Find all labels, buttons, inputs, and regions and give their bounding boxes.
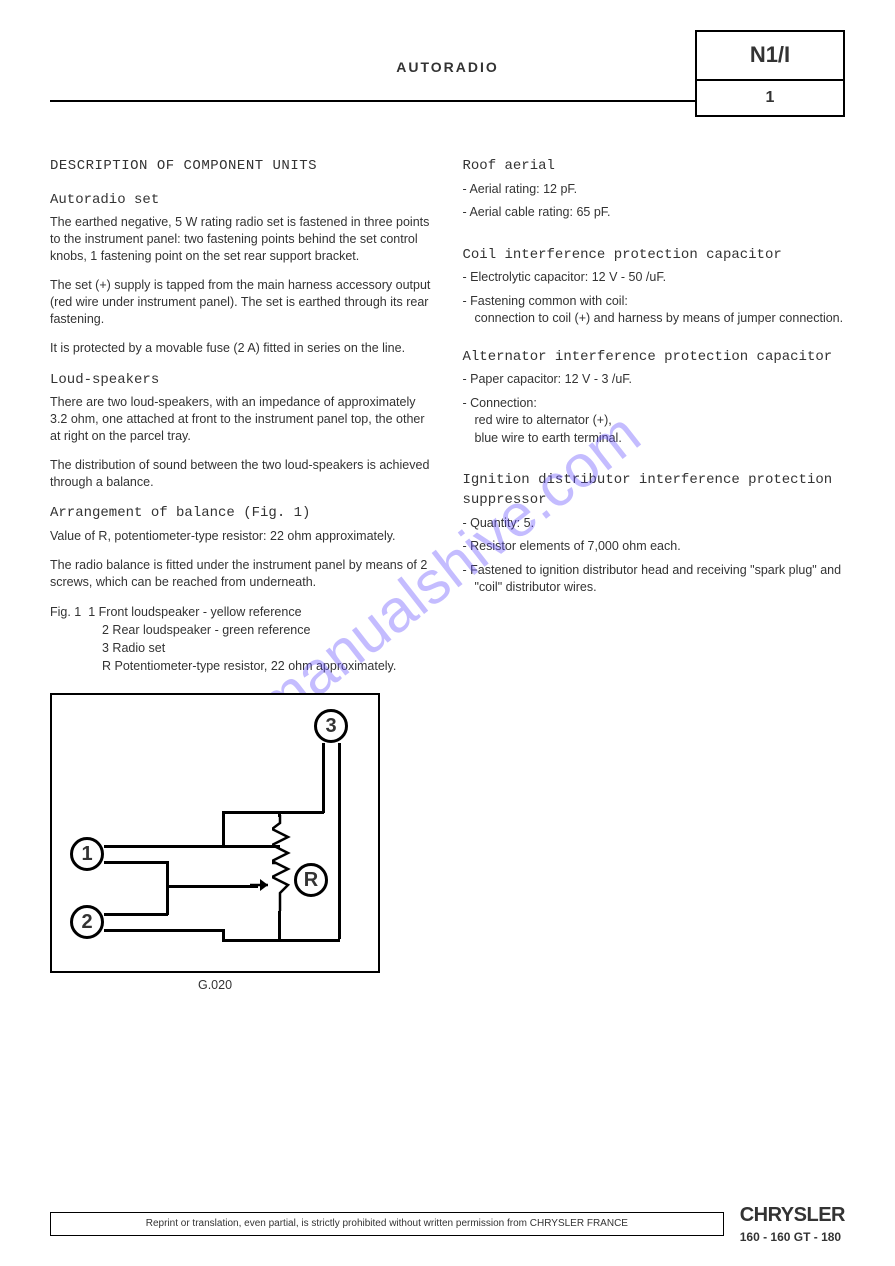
list-item: - Paper capacitor: 12 V - 3 /uF. <box>463 371 846 389</box>
subsection-heading: Roof aerial <box>463 157 846 177</box>
paragraph: The radio balance is fitted under the in… <box>50 557 433 591</box>
list-item-continuation: red wire to alternator (+), <box>463 412 846 430</box>
figure-prefix: Fig. 1 <box>50 605 81 619</box>
list-item: - Quantity: 5. <box>463 515 846 533</box>
figure-caption: Fig. 1 1 Front loudspeaker - yellow refe… <box>50 603 433 621</box>
figure-line: 1 Front loudspeaker - yellow reference <box>88 605 301 619</box>
resistor-icon <box>272 815 302 915</box>
paragraph: The distribution of sound between the tw… <box>50 457 433 491</box>
footer-notice: Reprint or translation, even partial, is… <box>50 1212 724 1236</box>
page: manualshive.com AUTORADIO N1/I 1 DESCRIP… <box>0 0 895 1266</box>
subsection-heading: Autoradio set <box>50 191 433 211</box>
header-code-box: N1/I 1 <box>695 30 845 117</box>
paragraph: Value of R, potentiometer-type resistor:… <box>50 528 433 545</box>
list-item: - Connection: <box>463 395 846 413</box>
wiper-arrow-icon <box>250 875 274 895</box>
diagram-wire <box>222 811 324 814</box>
circuit-diagram: 3 1 2 <box>50 693 380 973</box>
diagram-wire <box>104 913 168 916</box>
header-rule <box>50 100 695 102</box>
diagram-node-r: R <box>294 863 328 897</box>
subsection-heading: Loud-speakers <box>50 371 433 391</box>
figure-diagram-wrap: 3 1 2 <box>50 693 380 995</box>
diagram-node-3: 3 <box>314 709 348 743</box>
diagram-wire <box>166 885 258 888</box>
list-item: - Aerial rating: 12 pF. <box>463 181 846 199</box>
paragraph: There are two loud-speakers, with an imp… <box>50 394 433 445</box>
page-footer: Reprint or translation, even partial, is… <box>50 1201 845 1246</box>
diagram-wire <box>104 861 168 864</box>
figure-line: 3 Radio set <box>50 639 433 657</box>
figure-line: 2 Rear loudspeaker - green reference <box>50 621 433 639</box>
diagram-wire <box>166 861 169 915</box>
figure-line: R Potentiometer-type resistor, 22 ohm ap… <box>50 657 433 675</box>
list-item: - Fastened to ignition distributor head … <box>463 562 846 597</box>
page-header: AUTORADIO N1/I 1 <box>50 30 845 117</box>
diagram-label: G.020 <box>50 977 380 995</box>
subsection-heading: Arrangement of balance (Fig. 1) <box>50 504 433 524</box>
diagram-wire <box>278 811 281 817</box>
header-title: AUTORADIO <box>396 58 499 78</box>
list-item: - Electrolytic capacitor: 12 V - 50 /uF. <box>463 269 846 287</box>
footer-brand: CHRYSLER 160 - 160 GT - 180 <box>740 1201 845 1246</box>
paragraph: It is protected by a movable fuse (2 A) … <box>50 340 433 357</box>
diagram-wire <box>322 743 325 813</box>
list-item: - Resistor elements of 7,000 ohm each. <box>463 538 846 556</box>
diagram-wire <box>104 845 224 848</box>
subsection-heading: Alternator interference protection capac… <box>463 348 846 368</box>
list-item-continuation: connection to coil (+) and harness by me… <box>463 310 846 328</box>
paragraph: The set (+) supply is tapped from the ma… <box>50 277 433 328</box>
brand-name: CHRYSLER <box>740 1201 845 1229</box>
diagram-node-2: 2 <box>70 905 104 939</box>
subsection-heading: Ignition distributor interference protec… <box>463 471 846 510</box>
diagram-wire <box>338 743 341 939</box>
diagram-node-1: 1 <box>70 837 104 871</box>
left-column: DESCRIPTION OF COMPONENT UNITS Autoradio… <box>50 157 433 995</box>
list-item: - Fastening common with coil: <box>463 293 846 311</box>
diagram-wire <box>104 929 224 932</box>
content-columns: DESCRIPTION OF COMPONENT UNITS Autoradio… <box>50 157 845 995</box>
diagram-wire <box>278 911 281 941</box>
header-code: N1/I <box>697 32 843 81</box>
header-page-number: 1 <box>697 81 843 115</box>
list-item-continuation: blue wire to earth terminal. <box>463 430 846 448</box>
brand-models: 160 - 160 GT - 180 <box>740 1229 845 1246</box>
right-column: Roof aerial - Aerial rating: 12 pF. - Ae… <box>463 157 846 995</box>
diagram-wire <box>222 845 280 848</box>
section-heading: DESCRIPTION OF COMPONENT UNITS <box>50 157 433 177</box>
diagram-wire <box>222 811 225 847</box>
paragraph: The earthed negative, 5 W rating radio s… <box>50 214 433 265</box>
diagram-wire <box>222 939 340 942</box>
list-item: - Aerial cable rating: 65 pF. <box>463 204 846 222</box>
subsection-heading: Coil interference protection capacitor <box>463 246 846 266</box>
